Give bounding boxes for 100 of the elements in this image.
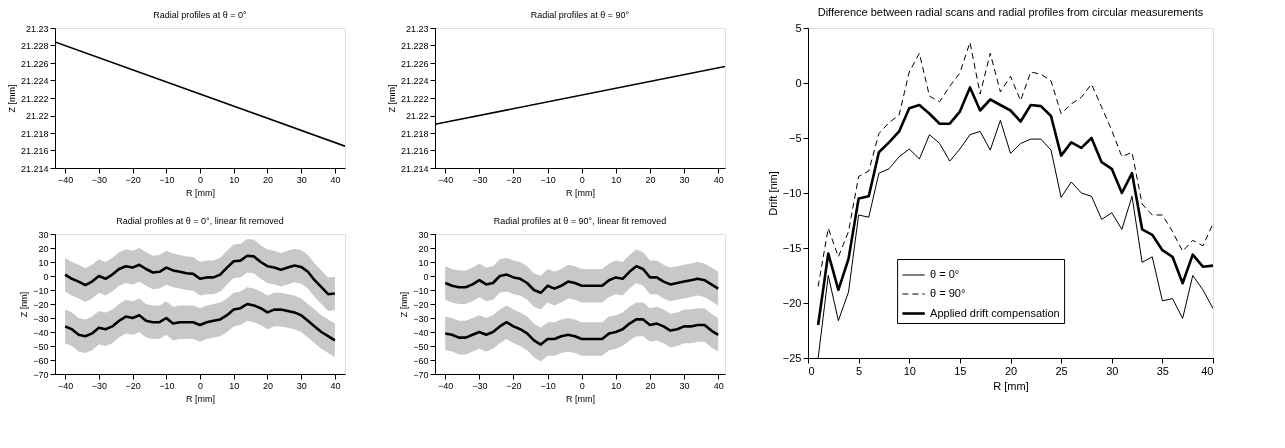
x-tick-label: 40: [713, 174, 724, 185]
y-tick-label: −20: [413, 299, 429, 310]
x-tick-label: 20: [262, 174, 273, 185]
y-tick-label: −15: [782, 241, 802, 254]
x-tick-label: −40: [57, 174, 74, 185]
y-tick-label: 21.226: [400, 58, 429, 69]
x-tick-label: −30: [91, 380, 107, 391]
y-tick-label: 5: [795, 21, 802, 34]
y-tick-label: −5: [788, 131, 802, 144]
y-tick-label: −70: [413, 369, 429, 380]
y-tick-label: −10: [413, 285, 429, 296]
x-tick-label: 0: [197, 380, 204, 391]
x-tick-label: −10: [159, 380, 175, 391]
x-tick-label: 30: [296, 380, 307, 391]
chart-title: Radial profiles at θ = 90°, linear fit removed: [493, 216, 667, 226]
y-tick-label: −40: [413, 327, 429, 338]
x-tick-label: 25: [1055, 364, 1068, 377]
y-tick-label: 21.228: [400, 41, 429, 51]
y-tick-label: 21.218: [20, 128, 49, 139]
x-tick-label: 30: [296, 174, 307, 185]
x-tick-label: −20: [125, 174, 141, 185]
x-tick-label: 15: [954, 364, 967, 377]
x-axis-title: R [mm]: [566, 187, 595, 198]
y-tick-label: 21.222: [400, 93, 429, 104]
y-tick-label: 21.226: [20, 58, 49, 69]
y-tick-label: 21.23: [25, 23, 49, 34]
x-tick-label: 10: [611, 174, 622, 185]
x-tick-label: −30: [91, 174, 107, 185]
y-tick-label: −60: [33, 355, 49, 366]
y-tick-label: −50: [413, 341, 429, 352]
x-tick-label: 10: [229, 380, 240, 391]
chart-title: Radial profiles at θ = 0°, linear fit removed: [116, 216, 284, 226]
y-tick-label: 21.224: [20, 76, 49, 86]
x-tick-label: 40: [330, 380, 341, 391]
x-tick-label: 30: [1106, 364, 1119, 377]
chart-title: Radial profiles at θ = 90°: [530, 10, 630, 20]
x-tick-label: −20: [506, 174, 522, 185]
line-series: [443, 318, 720, 346]
legend-label: θ = 0°: [930, 268, 960, 280]
x-tick-label: 20: [645, 380, 656, 391]
x-tick-label: −20: [506, 380, 522, 391]
y-tick-label: 21.22: [405, 111, 429, 121]
chart-title: Radial profiles at θ = 0°: [153, 10, 248, 20]
line-series: [63, 302, 337, 342]
x-tick-label: 10: [903, 364, 916, 377]
y-tick-label: 0: [43, 271, 49, 282]
x-tick-label: 20: [645, 174, 656, 185]
x-axis-title: R [mm]: [186, 187, 215, 198]
y-tick-label: 30: [38, 229, 49, 240]
y-tick-label: 21.222: [20, 93, 49, 104]
x-axis-title: R [mm]: [186, 393, 215, 404]
x-tick-label: 40: [713, 380, 724, 391]
x-tick-label: −40: [438, 380, 454, 391]
legend-label: Applied drift compensation: [930, 306, 1060, 319]
x-tick-label: −10: [540, 174, 556, 185]
y-tick-label: −30: [33, 313, 49, 324]
y-axis-title: Z [mm]: [6, 84, 17, 113]
legend-label: θ = 90°: [930, 287, 966, 299]
y-tick-label: −30: [413, 313, 429, 324]
line-series: [817, 41, 1213, 287]
chart-title: Difference between radial scans and radial profiles from circular measurements: [817, 6, 1204, 18]
x-tick-label: 20: [262, 380, 273, 391]
y-tick-label: 10: [38, 257, 49, 268]
y-axis-title: Z [nm]: [399, 291, 410, 318]
y-tick-label: −20: [782, 296, 802, 309]
y-tick-label: 21.216: [20, 146, 49, 156]
x-tick-label: 5: [856, 364, 863, 377]
y-tick-label: 21.218: [400, 128, 429, 139]
x-tick-label: 0: [197, 174, 204, 185]
y-axis-title: Z [nm]: [19, 291, 30, 318]
x-tick-label: −30: [472, 380, 488, 391]
x-tick-label: −10: [159, 174, 175, 185]
y-tick-label: 21.216: [400, 146, 429, 156]
x-tick-label: −10: [540, 380, 556, 391]
x-tick-label: 30: [679, 380, 690, 391]
y-axis-title: Drift [nm]: [766, 171, 779, 216]
x-tick-label: 0: [808, 364, 815, 377]
y-tick-label: 20: [38, 243, 49, 254]
x-tick-label: −40: [57, 380, 74, 391]
x-tick-label: 20: [1004, 364, 1018, 377]
x-tick-label: −30: [472, 174, 488, 185]
y-tick-label: −20: [33, 299, 49, 310]
y-tick-label: 21.23: [405, 23, 429, 34]
x-tick-label: −40: [438, 174, 454, 185]
x-axis-title: R [mm]: [566, 393, 595, 404]
y-tick-label: 30: [418, 229, 429, 240]
x-tick-label: −20: [125, 380, 141, 391]
y-tick-label: 10: [418, 257, 429, 268]
x-tick-label: 30: [679, 174, 690, 185]
x-axis-title: R [mm]: [993, 379, 1029, 392]
y-tick-label: −70: [33, 369, 49, 380]
y-tick-label: 21.214: [20, 163, 49, 174]
y-tick-label: −60: [413, 355, 429, 366]
x-tick-label: 10: [229, 174, 240, 185]
y-tick-label: 21.214: [400, 163, 429, 174]
y-tick-label: 0: [795, 76, 802, 89]
x-tick-label: 35: [1156, 364, 1169, 377]
x-tick-label: 0: [579, 380, 585, 391]
y-tick-label: 21.22: [25, 111, 49, 121]
y-tick-label: 21.228: [20, 41, 49, 51]
